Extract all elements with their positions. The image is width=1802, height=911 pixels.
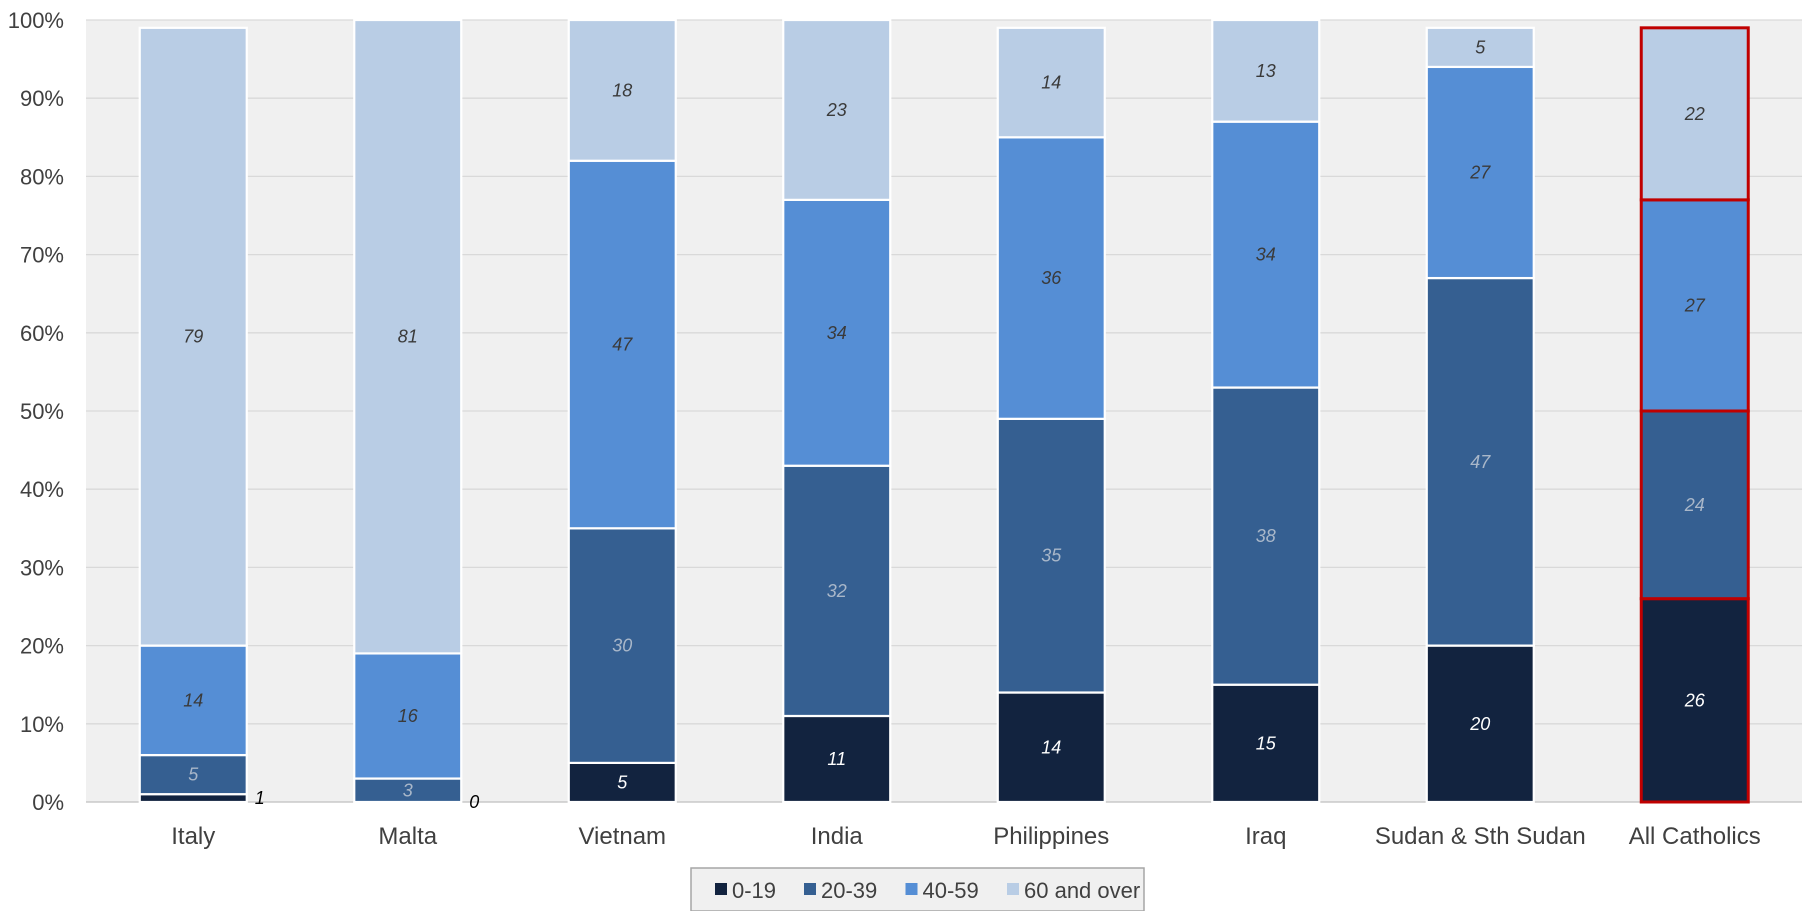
bar-philippines-40-59 xyxy=(996,136,1106,420)
data-label-india-40-59: 34 xyxy=(827,323,847,343)
data-label-all-catholics-60-and-over: 22 xyxy=(1684,104,1705,124)
y-tick-label: 50% xyxy=(20,399,64,424)
bar-india-60-and-over xyxy=(782,18,892,201)
bar-sudan-and-sth-sudan-40-59 xyxy=(1425,65,1535,280)
data-label-vietnam-60-and-over: 18 xyxy=(612,80,632,100)
data-label-italy-20-39: 5 xyxy=(188,765,199,785)
bar-sudan-and-sth-sudan-60-and-over xyxy=(1425,26,1535,69)
bar-all-catholics-20-39 xyxy=(1639,409,1750,601)
data-label-philippines-60-and-over: 14 xyxy=(1041,73,1061,93)
bar-iraq-60-and-over xyxy=(1211,18,1321,123)
y-tick-label: 100% xyxy=(8,8,64,33)
data-label-malta-20-39: 3 xyxy=(403,780,413,800)
data-label-india-0-19: 11 xyxy=(827,749,846,769)
data-label-all-catholics-20-39: 24 xyxy=(1684,495,1705,515)
x-category-label: Vietnam xyxy=(578,823,666,850)
y-tick-label: 70% xyxy=(20,243,64,268)
data-label-vietnam-20-39: 30 xyxy=(612,636,632,656)
legend-swatch-20-39 xyxy=(804,883,816,895)
data-label-philippines-20-39: 35 xyxy=(1041,546,1062,566)
data-label-italy-0-19: 1 xyxy=(255,788,265,808)
data-label-vietnam-40-59: 47 xyxy=(612,335,633,355)
bar-sudan-and-sth-sudan-0-19 xyxy=(1425,644,1535,804)
bar-philippines-20-39 xyxy=(996,417,1106,694)
data-label-vietnam-0-19: 5 xyxy=(617,772,628,792)
bar-all-catholics-60-and-over xyxy=(1639,26,1750,202)
data-label-all-catholics-0-19: 26 xyxy=(1684,690,1706,710)
data-label-iraq-20-39: 38 xyxy=(1256,526,1276,546)
y-tick-label: 90% xyxy=(20,86,64,111)
bar-italy-60-and-over xyxy=(138,26,248,647)
bar-philippines-60-and-over xyxy=(996,26,1106,139)
y-tick-label: 20% xyxy=(20,634,64,659)
data-label-sudan-and-sth-sudan-60-and-over: 5 xyxy=(1475,37,1486,57)
x-category-label: Malta xyxy=(378,823,437,850)
y-tick-label: 40% xyxy=(20,477,64,502)
data-label-india-20-39: 32 xyxy=(827,581,847,601)
x-category-label: All Catholics xyxy=(1629,823,1761,850)
bar-vietnam-60-and-over xyxy=(567,18,677,162)
data-label-malta-0-19: 0 xyxy=(469,792,479,812)
legend-label-0-19: 0-19 xyxy=(732,878,776,903)
data-label-italy-40-59: 14 xyxy=(183,690,203,710)
bar-philippines-0-19 xyxy=(996,691,1106,804)
bar-iraq-20-39 xyxy=(1211,386,1321,686)
data-label-iraq-0-19: 15 xyxy=(1256,733,1277,753)
y-tick-label: 60% xyxy=(20,321,64,346)
y-tick-label: 10% xyxy=(20,712,64,737)
data-label-philippines-0-19: 14 xyxy=(1041,737,1061,757)
y-tick-label: 80% xyxy=(20,164,64,189)
legend-label-40-59: 40-59 xyxy=(923,878,979,903)
x-category-label: Sudan & Sth Sudan xyxy=(1375,823,1586,850)
x-category-label: Iraq xyxy=(1245,823,1286,850)
bar-italy-40-59 xyxy=(138,644,248,757)
data-label-malta-40-59: 16 xyxy=(398,706,419,726)
data-label-india-60-and-over: 23 xyxy=(826,100,847,120)
data-label-all-catholics-40-59: 27 xyxy=(1684,295,1706,315)
bar-malta-60-and-over xyxy=(353,18,463,655)
y-tick-label: 30% xyxy=(20,555,64,580)
x-category-label: India xyxy=(811,823,864,850)
bar-iraq-0-19 xyxy=(1211,683,1321,804)
data-label-iraq-60-and-over: 13 xyxy=(1256,61,1276,81)
data-label-philippines-40-59: 36 xyxy=(1041,268,1062,288)
legend-label-20-39: 20-39 xyxy=(821,878,877,903)
bar-india-40-59 xyxy=(782,198,892,467)
data-label-malta-60-and-over: 81 xyxy=(398,327,418,347)
y-tick-label: 0% xyxy=(32,790,64,815)
data-label-iraq-40-59: 34 xyxy=(1256,245,1276,265)
bar-italy-0-19 xyxy=(138,793,248,804)
data-label-sudan-and-sth-sudan-0-19: 20 xyxy=(1469,714,1490,734)
legend-label-60-and-over: 60 and over xyxy=(1024,878,1140,903)
bar-malta-40-59 xyxy=(353,652,463,780)
legend-swatch-40-59 xyxy=(905,883,918,895)
bar-vietnam-40-59 xyxy=(567,159,677,530)
x-category-label: Philippines xyxy=(993,823,1109,850)
data-label-sudan-and-sth-sudan-20-39: 47 xyxy=(1470,452,1491,472)
bar-india-0-19 xyxy=(782,714,892,804)
data-label-sudan-and-sth-sudan-40-59: 27 xyxy=(1469,162,1491,182)
bar-italy-20-39 xyxy=(138,753,248,796)
bar-vietnam-0-19 xyxy=(567,761,677,804)
data-label-italy-60-and-over: 79 xyxy=(183,327,203,347)
legend-swatch-60-and-over xyxy=(1007,883,1019,895)
x-category-label: Italy xyxy=(171,823,215,850)
bar-sudan-and-sth-sudan-20-39 xyxy=(1425,276,1535,647)
legend-swatch-0-19 xyxy=(715,883,727,895)
